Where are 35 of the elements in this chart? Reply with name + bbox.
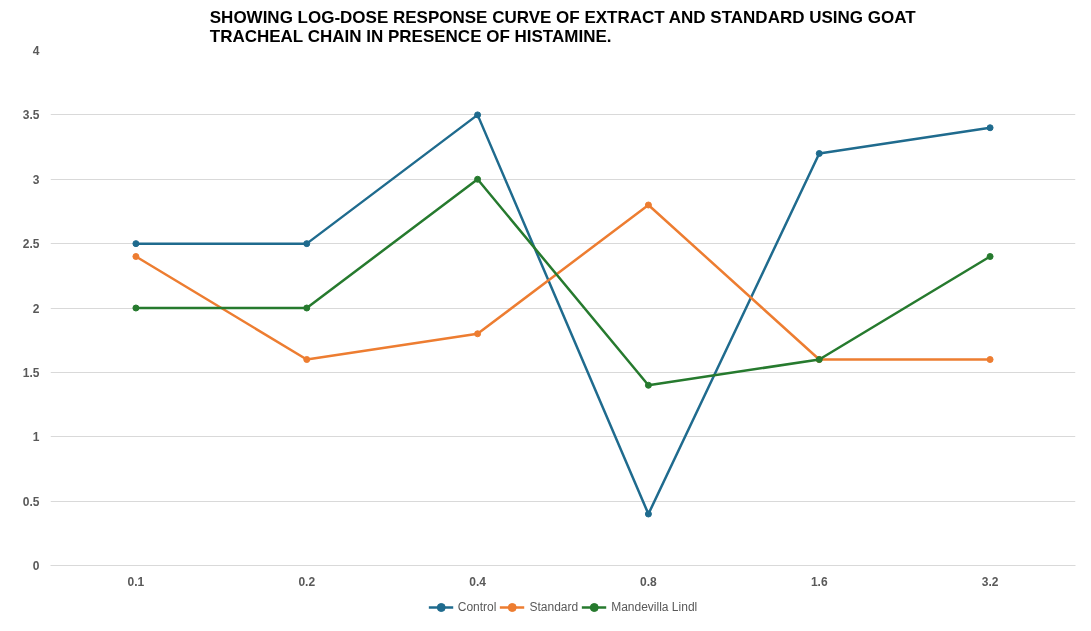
point xyxy=(132,304,140,312)
y-tick-label: 2 xyxy=(32,301,40,316)
point xyxy=(644,510,652,518)
y-tick-label: 0 xyxy=(32,559,40,573)
y-tick-label: 0.5 xyxy=(22,494,40,509)
point xyxy=(474,111,482,119)
point xyxy=(986,124,994,132)
point xyxy=(644,381,652,389)
point xyxy=(132,253,140,260)
y-tick-label: 1 xyxy=(32,430,40,445)
y-tick-label: 4 xyxy=(32,44,40,58)
x-tick-label: 0.2 xyxy=(298,574,316,589)
legend-label: Standard xyxy=(529,600,579,614)
legend-label: Mandevilla Lindl xyxy=(611,600,698,614)
point xyxy=(986,253,994,260)
x-tick-label: 3.2 xyxy=(981,574,999,589)
point xyxy=(303,356,311,363)
point xyxy=(303,240,311,248)
y-tick-label: 3 xyxy=(32,172,40,187)
point xyxy=(474,330,482,338)
x-tick-label: 0.8 xyxy=(640,574,658,589)
point xyxy=(815,150,823,157)
point xyxy=(986,356,994,363)
chart-title: SHOWING LOG-DOSE RESPONSE CURVE OF EXTRACT AND STANDARD USING GOAT TRACHEAL CHAIN IN PRESENCE OF HISTAMINE. xyxy=(209,7,917,46)
y-tick-label: 3.5 xyxy=(22,108,40,123)
x-tick-label: 0.4 xyxy=(469,574,487,589)
y-tick-label: 1.5 xyxy=(22,365,40,380)
point xyxy=(474,175,482,183)
point xyxy=(132,240,140,248)
point xyxy=(303,304,311,312)
point xyxy=(644,201,652,209)
x-tick-label: 0.1 xyxy=(127,574,145,589)
legend-label: Control xyxy=(457,600,497,614)
x-tick-label: 1.6 xyxy=(810,574,828,589)
y-tick-label: 2.5 xyxy=(22,237,40,252)
